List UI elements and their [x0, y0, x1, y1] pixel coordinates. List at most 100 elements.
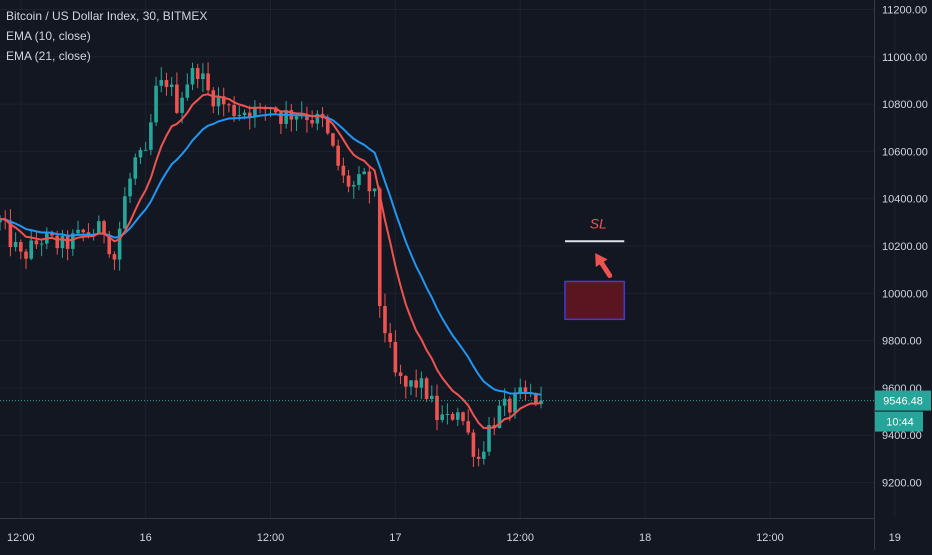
candle-body[interactable]	[138, 149, 143, 158]
candle-body[interactable]	[247, 112, 252, 117]
candle-body[interactable]	[398, 372, 403, 376]
candle-body[interactable]	[154, 85, 158, 123]
candle-body[interactable]	[242, 112, 247, 115]
candle-body[interactable]	[429, 395, 434, 399]
candle-body[interactable]	[445, 414, 450, 416]
candle-body[interactable]	[180, 97, 184, 113]
candle-body[interactable]	[133, 157, 138, 179]
candle-body[interactable]	[508, 398, 512, 413]
candle-body[interactable]	[143, 149, 148, 151]
candle-body[interactable]	[237, 114, 242, 117]
candle-body[interactable]	[403, 375, 408, 387]
candle-body[interactable]	[377, 188, 382, 307]
candle-body[interactable]	[50, 232, 54, 236]
legend-symbol[interactable]: Bitcoin / US Dollar Index, 30, BITMEX	[6, 9, 208, 23]
candle-body[interactable]	[175, 84, 179, 113]
candle-body[interactable]	[487, 425, 491, 452]
candle-body[interactable]	[201, 73, 205, 80]
candle-body[interactable]	[13, 241, 18, 248]
candle-body[interactable]	[211, 90, 216, 107]
candle-body[interactable]	[206, 73, 210, 91]
candle-body[interactable]	[195, 68, 200, 80]
candle-body[interactable]	[279, 112, 283, 124]
candle-body[interactable]	[419, 378, 424, 388]
candle-body[interactable]	[29, 240, 34, 259]
candle-body[interactable]	[471, 432, 476, 457]
legend-ema-21[interactable]: EMA (21, close)	[6, 49, 91, 63]
candle-body[interactable]	[476, 456, 481, 459]
candle-body[interactable]	[0, 219, 2, 223]
candle-body[interactable]	[123, 196, 127, 229]
candle-body[interactable]	[159, 80, 164, 86]
candle-body[interactable]	[8, 220, 13, 248]
candle-body[interactable]	[55, 235, 60, 249]
candle-body[interactable]	[502, 398, 507, 406]
candle-body[interactable]	[450, 414, 455, 420]
candle-body[interactable]	[65, 235, 70, 249]
candle-body[interactable]	[71, 233, 75, 249]
candle-body[interactable]	[435, 395, 439, 421]
candle-body[interactable]	[24, 251, 28, 259]
arrow-head[interactable]	[595, 253, 608, 267]
candle-body[interactable]	[305, 114, 309, 121]
candle-body[interactable]	[117, 228, 122, 260]
candle-body[interactable]	[128, 178, 132, 197]
candle-body[interactable]	[273, 107, 278, 113]
candle-body[interactable]	[107, 234, 112, 255]
current-price-tag[interactable]	[875, 390, 931, 411]
stop-zone-rectangle[interactable]	[564, 280, 626, 321]
candle-body[interactable]	[60, 235, 65, 249]
candle-body[interactable]	[310, 120, 314, 124]
candle-body[interactable]	[331, 133, 335, 146]
candle-body[interactable]	[513, 392, 517, 413]
candle-body[interactable]	[39, 243, 44, 245]
candle-body[interactable]	[185, 84, 190, 98]
candle-body[interactable]	[497, 405, 502, 428]
candle-body[interactable]	[97, 221, 101, 235]
candle-body[interactable]	[81, 229, 86, 233]
candle-body[interactable]	[482, 451, 486, 459]
candle-body[interactable]	[164, 80, 169, 88]
candle-body[interactable]	[456, 412, 460, 420]
candle-body[interactable]	[461, 412, 465, 422]
legend-ema-10[interactable]: EMA (10, close)	[6, 29, 91, 43]
candle-body[interactable]	[112, 254, 117, 260]
candle-body[interactable]	[76, 229, 80, 234]
candle-body[interactable]	[539, 400, 543, 405]
candle-body[interactable]	[325, 118, 330, 134]
candle-body[interactable]	[169, 84, 174, 88]
candle-body[interactable]	[357, 174, 361, 185]
candle-body[interactable]	[315, 113, 320, 124]
candle-body[interactable]	[34, 240, 39, 245]
candle-body[interactable]	[362, 171, 366, 175]
candle-body[interactable]	[523, 387, 528, 394]
candle-body[interactable]	[221, 96, 226, 105]
candle-body[interactable]	[86, 232, 91, 236]
candle-body[interactable]	[534, 393, 538, 405]
candle-body[interactable]	[393, 341, 398, 373]
ema-10-line[interactable]	[0, 93, 542, 430]
candle-body[interactable]	[253, 106, 257, 117]
candle-body[interactable]	[424, 378, 429, 399]
candle-body[interactable]	[440, 414, 445, 421]
candle-body[interactable]	[336, 145, 340, 166]
candle-body[interactable]	[149, 122, 153, 150]
candle-body[interactable]	[466, 421, 471, 433]
candle-body[interactable]	[518, 387, 523, 393]
candle-body[interactable]	[284, 110, 288, 124]
candle-body[interactable]	[227, 104, 231, 106]
candle-body[interactable]	[102, 221, 106, 235]
candle-body[interactable]	[232, 104, 236, 117]
candle-body[interactable]	[367, 171, 372, 192]
candle-body[interactable]	[216, 96, 221, 107]
candle-body[interactable]	[346, 175, 351, 187]
ema-21-line[interactable]	[0, 113, 542, 396]
candle-body[interactable]	[341, 165, 346, 176]
candle-body[interactable]	[19, 241, 23, 252]
candle-body[interactable]	[294, 116, 299, 120]
candle-body[interactable]	[190, 68, 195, 85]
candle-body[interactable]	[409, 380, 413, 387]
candle-body[interactable]	[414, 380, 418, 388]
candle-body[interactable]	[388, 333, 392, 342]
